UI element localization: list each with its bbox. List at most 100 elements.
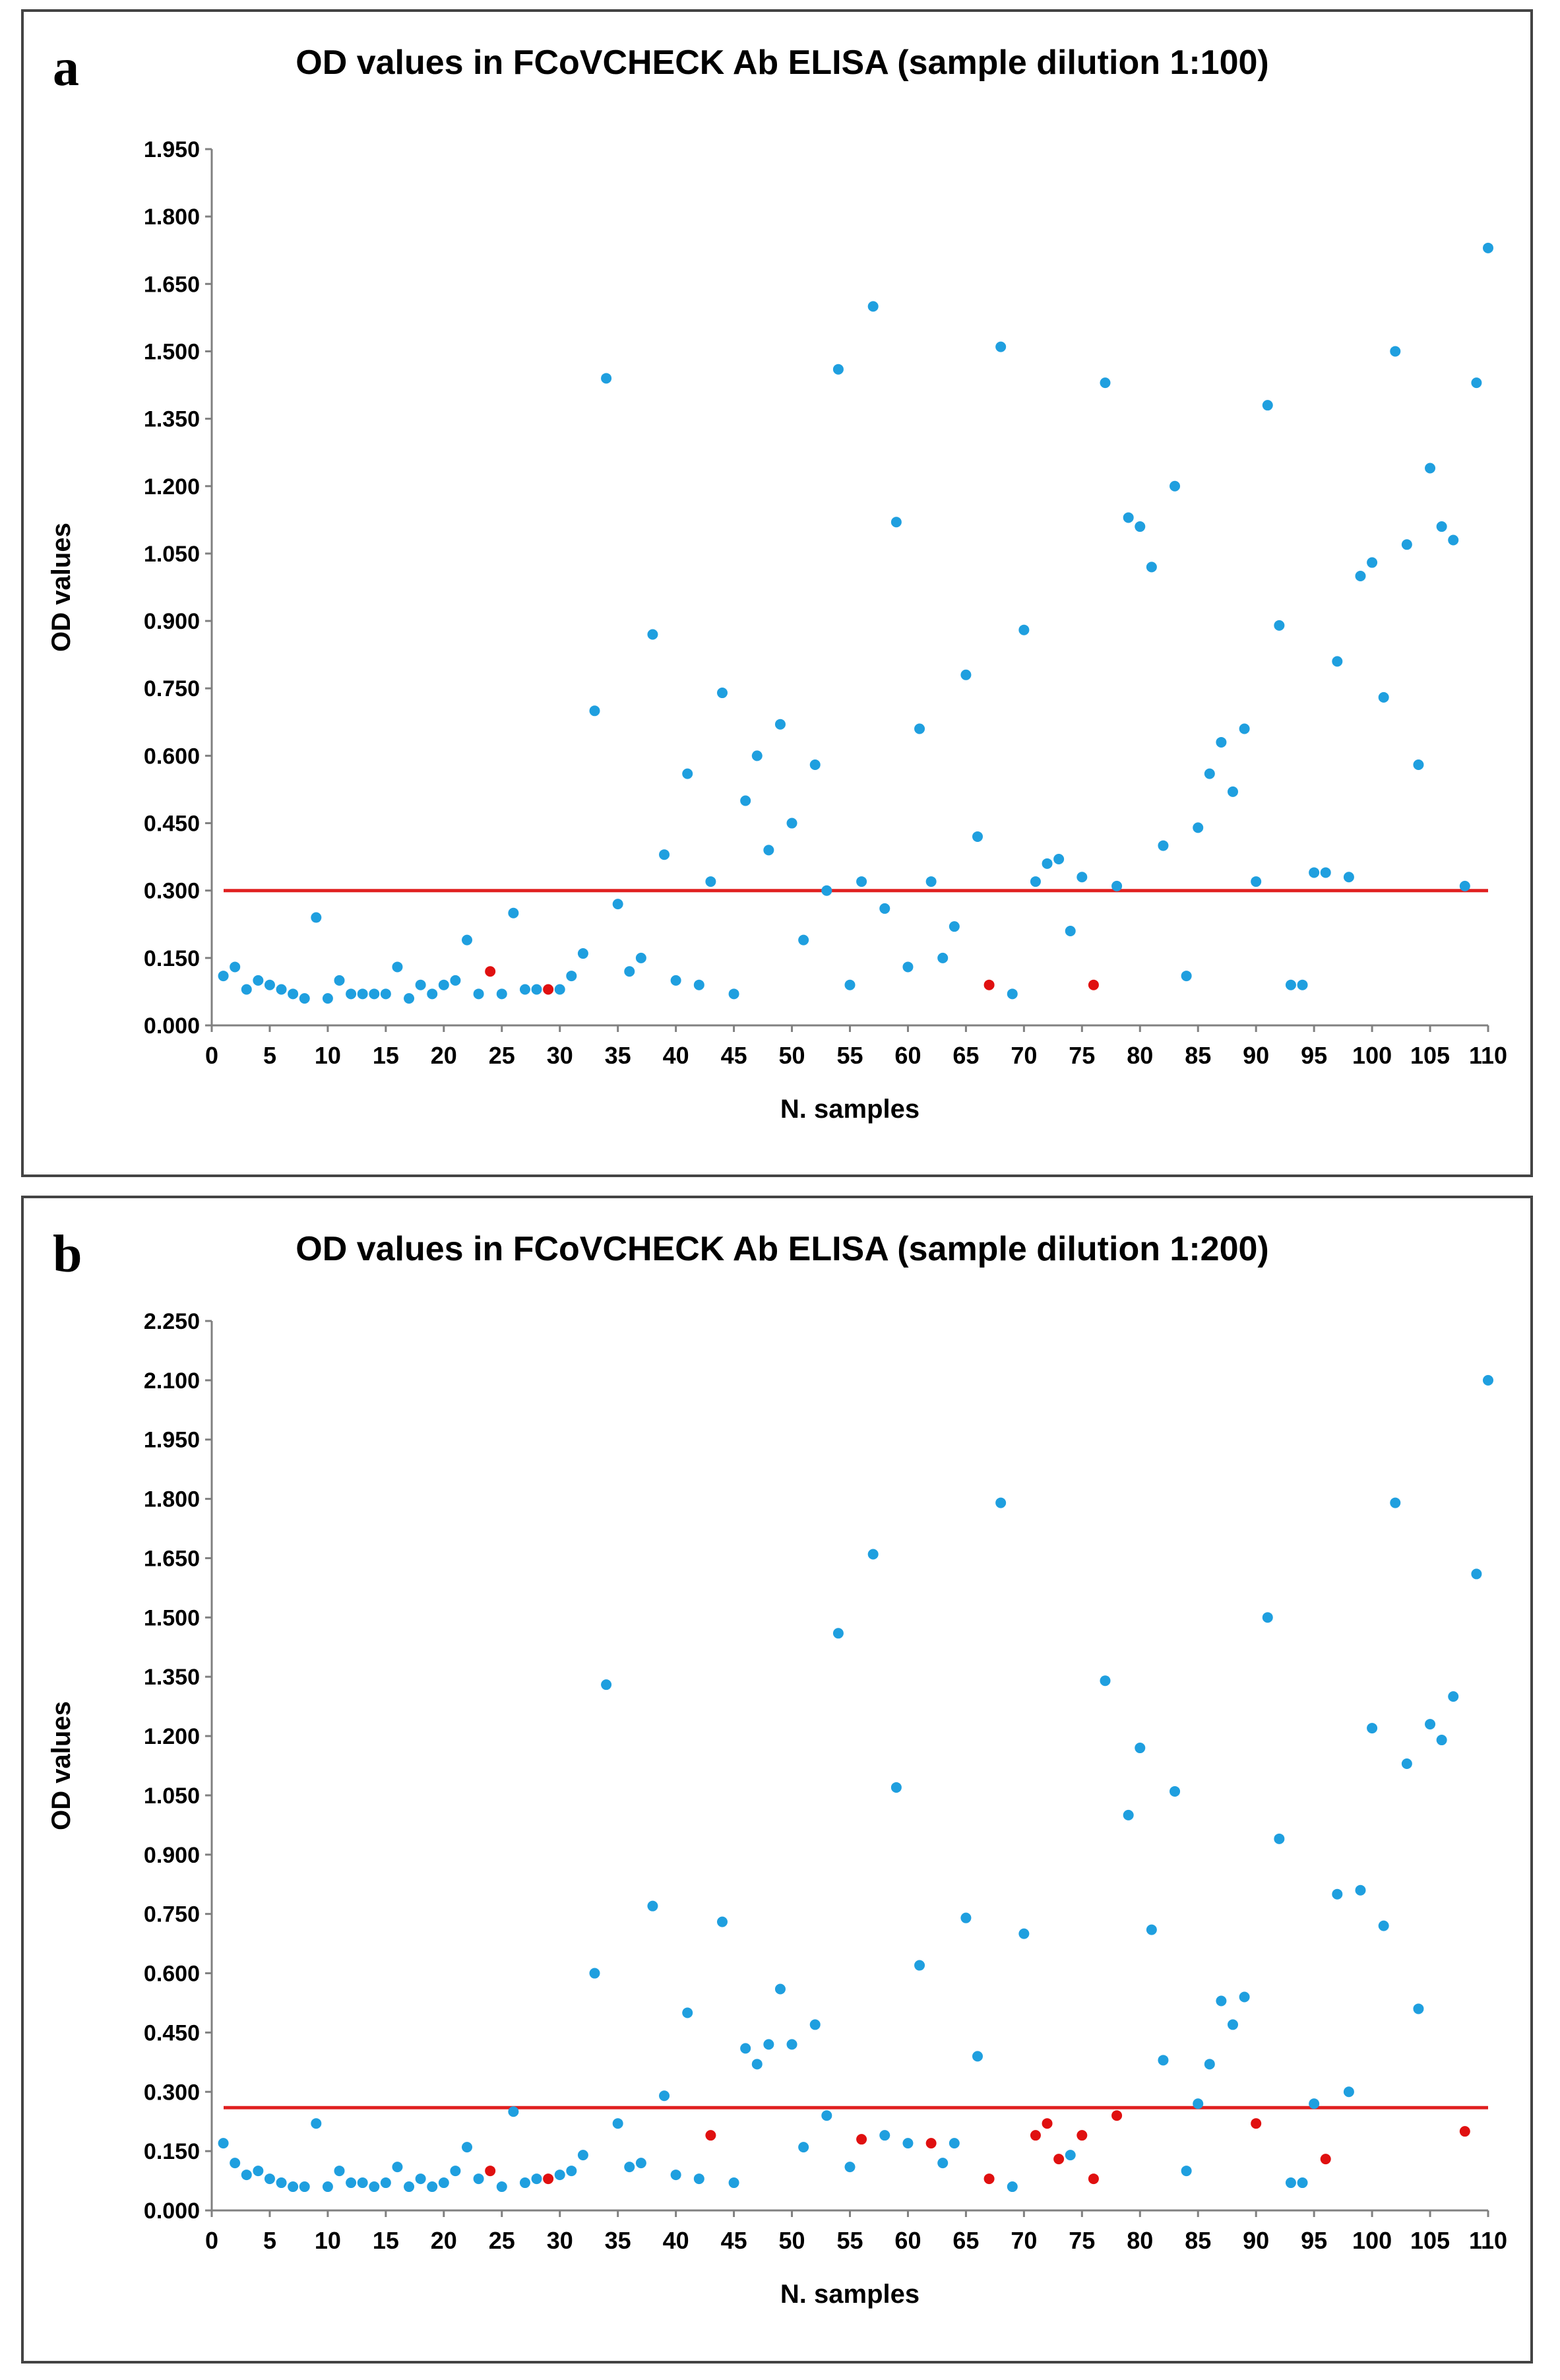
data-point: [925, 876, 937, 887]
data-point-highlight: [983, 2173, 995, 2185]
data-point: [438, 2177, 449, 2189]
data-point: [798, 2142, 809, 2153]
data-point: [1193, 822, 1204, 833]
data-point-highlight: [485, 2166, 496, 2177]
data-point: [763, 2039, 774, 2050]
data-point: [392, 961, 403, 973]
data-point: [1378, 1920, 1389, 1931]
data-point: [496, 988, 507, 1000]
data-point: [1065, 2150, 1076, 2161]
data-point: [253, 975, 264, 986]
data-point: [670, 2170, 681, 2181]
data-point: [380, 2177, 391, 2189]
data-point: [728, 2177, 739, 2189]
data-point: [879, 2130, 890, 2141]
data-point: [299, 2181, 310, 2193]
data-point: [1018, 1928, 1030, 1939]
data-point: [879, 903, 890, 914]
x-tick-label: 15: [373, 1042, 399, 1069]
data-point: [972, 831, 983, 842]
data-point: [589, 1968, 600, 1979]
data-point: [693, 979, 704, 990]
y-tick-label: 0.150: [144, 2139, 200, 2164]
data-point: [1251, 876, 1262, 887]
chart-panel-b: b OD values in FCoVCHECK Ab ELISA (sampl…: [21, 1196, 1533, 2364]
data-point: [1007, 2181, 1018, 2193]
x-tick-label: 35: [605, 2227, 631, 2254]
data-point: [682, 768, 693, 779]
data-point: [902, 2138, 914, 2149]
data-point: [1262, 400, 1273, 411]
chart-title: OD values in FCoVCHECK Ab ELISA (sample …: [296, 1230, 1268, 1268]
data-point: [1181, 971, 1192, 982]
data-point: [832, 364, 844, 375]
x-tick-label: 85: [1185, 2227, 1211, 2254]
data-point: [1390, 346, 1401, 357]
data-point: [821, 885, 832, 896]
x-tick-label: 65: [952, 1042, 979, 1069]
y-tick-label: 1.650: [144, 1546, 200, 1571]
data-point: [311, 912, 322, 923]
data-point: [844, 2162, 856, 2173]
data-point: [1285, 979, 1296, 990]
y-tick-label: 0.300: [144, 2080, 200, 2105]
data-point: [241, 984, 252, 995]
data-point: [1459, 880, 1470, 891]
x-tick-label: 100: [1352, 2227, 1392, 2254]
data-point: [659, 2090, 670, 2102]
x-tick-label: 110: [1469, 1042, 1507, 1069]
data-point: [1309, 867, 1320, 878]
x-tick-label: 70: [1011, 2227, 1037, 2254]
data-point: [1343, 2086, 1354, 2098]
data-point-highlight: [705, 2130, 716, 2141]
data-point: [1135, 1743, 1146, 1754]
data-point: [1297, 979, 1308, 990]
x-tick-label: 30: [547, 2227, 573, 2254]
data-point: [821, 2110, 832, 2121]
x-axis-label: N. samples: [780, 2280, 920, 2309]
x-tick-label: 75: [1069, 1042, 1095, 1069]
data-point: [1239, 723, 1250, 734]
data-point: [717, 688, 728, 699]
y-tick-label: 0.300: [144, 879, 200, 904]
data-point-highlight: [543, 984, 554, 995]
data-point: [1135, 521, 1146, 532]
x-tick-label: 95: [1301, 1042, 1327, 1069]
y-tick-label: 0.000: [144, 1013, 200, 1039]
panel-label-a: a: [53, 39, 79, 97]
x-tick-label: 55: [836, 1042, 863, 1069]
data-point: [1436, 521, 1447, 532]
data-point-highlight: [1030, 2130, 1041, 2141]
data-point: [1076, 872, 1088, 883]
data-point: [404, 2181, 415, 2193]
data-point: [1007, 988, 1018, 1000]
data-point: [844, 979, 856, 990]
data-point: [218, 971, 229, 982]
data-point: [1204, 2059, 1215, 2070]
data-point: [937, 952, 949, 963]
data-point: [1425, 463, 1436, 474]
x-tick-label: 5: [263, 1042, 276, 1069]
x-tick-label: 105: [1410, 2227, 1450, 2254]
data-point: [1193, 2098, 1204, 2109]
panel-label-b: b: [53, 1225, 82, 1283]
data-point: [1367, 1723, 1378, 1734]
data-point: [1274, 620, 1285, 631]
data-point: [1367, 557, 1378, 568]
data-point: [774, 719, 786, 730]
data-point: [253, 2166, 264, 2177]
y-tick-label: 1.950: [144, 137, 200, 162]
data-point: [890, 1782, 902, 1793]
x-tick-label: 45: [721, 1042, 747, 1069]
x-tick-label: 75: [1069, 2227, 1095, 2254]
data-point: [612, 899, 623, 910]
data-point: [473, 988, 484, 1000]
x-tick-label: 25: [489, 2227, 515, 2254]
x-tick-label: 20: [431, 1042, 457, 1069]
data-point: [1239, 1991, 1250, 2003]
data-point: [346, 988, 357, 1000]
x-tick-label: 35: [605, 1042, 631, 1069]
x-tick-label: 50: [779, 1042, 805, 1069]
x-tick-label: 80: [1127, 2227, 1153, 2254]
data-point: [311, 2118, 322, 2129]
